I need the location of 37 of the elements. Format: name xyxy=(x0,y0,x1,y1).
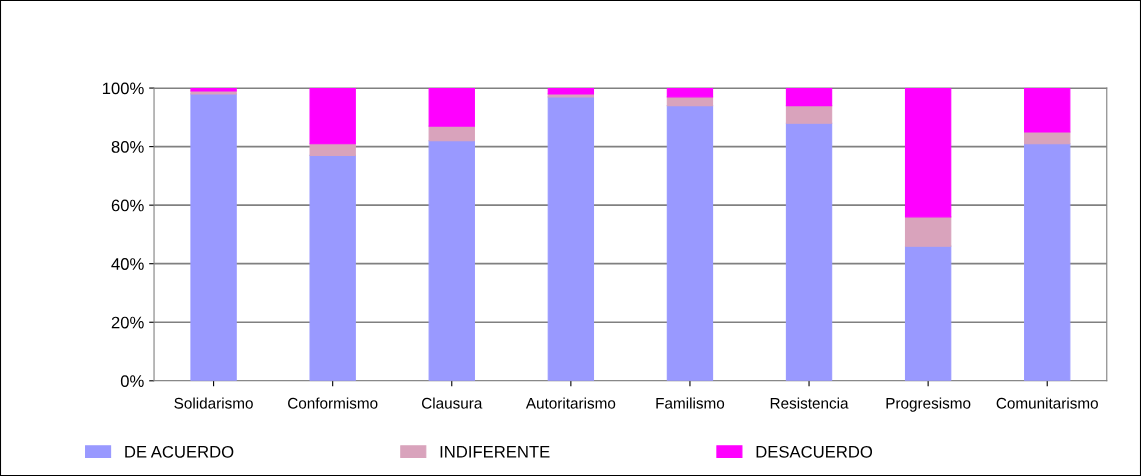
bar xyxy=(785,122,833,381)
x-tick-label: Conformismo xyxy=(288,397,378,409)
x-tick-label: Clausura xyxy=(421,397,483,409)
bar xyxy=(904,216,952,247)
bar xyxy=(1024,143,1071,381)
y-tick-label: 80% xyxy=(111,141,144,153)
bar xyxy=(1024,88,1071,133)
legend-label: DESACUERDO xyxy=(756,445,873,458)
bar xyxy=(666,88,714,98)
y-tick-label: 60% xyxy=(111,199,144,212)
y-tick-label: 100% xyxy=(102,82,144,95)
x-tick-label: Solidarismo xyxy=(174,397,253,409)
bar xyxy=(309,143,356,156)
bar xyxy=(904,88,952,218)
bar xyxy=(785,105,833,124)
bar xyxy=(428,88,475,127)
y-tick-label: 40% xyxy=(111,258,144,270)
bar xyxy=(190,93,237,381)
bar xyxy=(547,96,595,381)
bar xyxy=(428,125,475,142)
x-tick-label: Resistencia xyxy=(770,397,849,409)
bar xyxy=(309,154,356,381)
x-tick-label: Comunitarismo xyxy=(996,397,1098,409)
bar xyxy=(547,88,595,95)
x-tick-label: Autoritarismo xyxy=(525,397,616,409)
y-tick-label: 0% xyxy=(120,375,144,387)
legend-label: DE ACUERDO xyxy=(125,445,234,458)
bar xyxy=(904,245,952,381)
y-tick-label: 20% xyxy=(111,316,144,329)
x-tick-label: Progresismo xyxy=(886,397,971,412)
x-tick-label: Familismo xyxy=(656,397,725,409)
bar xyxy=(666,105,714,381)
bar xyxy=(309,88,356,145)
bar xyxy=(428,140,475,381)
bar xyxy=(666,96,714,107)
bar xyxy=(785,88,833,107)
legend-label: INDIFERENTE xyxy=(440,446,550,458)
